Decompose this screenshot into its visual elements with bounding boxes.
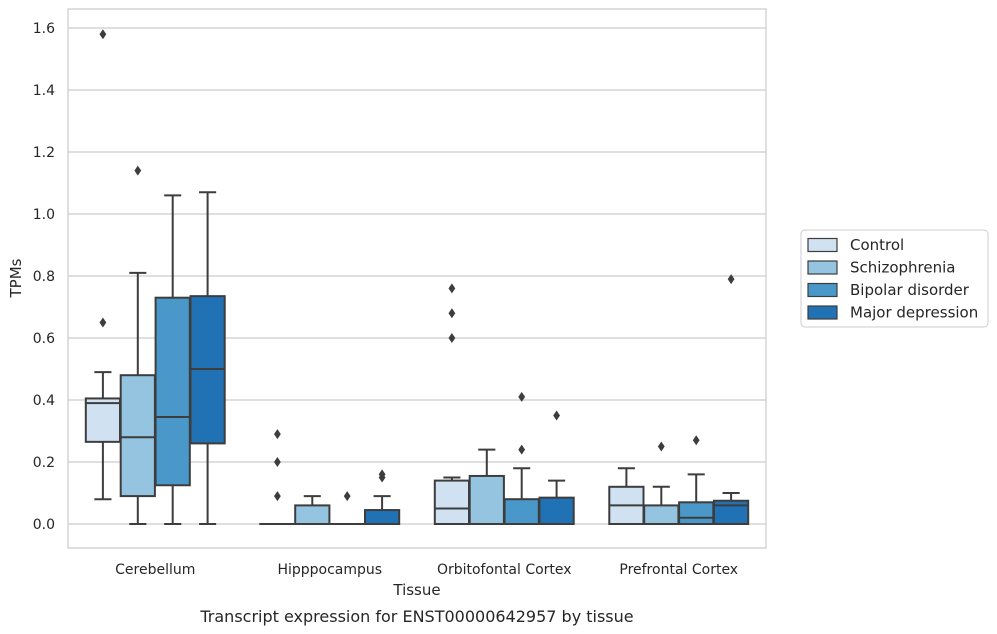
- legend-swatch: [807, 305, 838, 320]
- outlier-point: [448, 333, 456, 343]
- outlier-point: [727, 274, 735, 285]
- outlier-point: [518, 391, 526, 402]
- legend-swatch: [807, 282, 838, 298]
- x-axis-title: Tissue: [392, 581, 440, 599]
- box-body: [468, 474, 505, 526]
- outlier-point: [134, 165, 142, 176]
- box-body: [433, 479, 471, 526]
- y-tick-label: 0.2: [33, 455, 55, 471]
- x-tick-labels: Cerebellum Hipppocampus Orbitofontal Corte…: [115, 562, 738, 578]
- outlier-point: [274, 457, 281, 467]
- box-major-depression: [189, 191, 226, 525]
- box-major-depression: [363, 469, 401, 525]
- legend-frame: [800, 229, 989, 328]
- category-group: [259, 429, 401, 526]
- box-bipolar-disorder: [329, 491, 366, 526]
- category-group: [433, 283, 575, 526]
- y-tick-label: 0.8: [33, 269, 55, 285]
- box-body: [119, 374, 156, 498]
- outlier-point: [274, 491, 281, 502]
- box-body: [294, 504, 331, 525]
- y-tick-label: 1.6: [33, 21, 55, 37]
- legend-label: Major depression: [850, 304, 978, 322]
- outlier-point: [448, 283, 456, 294]
- box-body: [84, 397, 122, 443]
- outlier-point: [274, 429, 281, 440]
- box-major-depression: [712, 274, 750, 525]
- x-tick-label: Prefrontal Cortex: [619, 562, 738, 578]
- figure-caption: Transcript expression for ENST0000064295…: [199, 607, 633, 626]
- y-axis-title: TPMs: [7, 258, 25, 298]
- box-bipolar-disorder: [678, 435, 715, 525]
- y-tick-label: 0.6: [33, 331, 55, 347]
- legend-swatch: [807, 260, 838, 275]
- legend-swatch: [807, 237, 838, 253]
- box-control: [84, 29, 122, 501]
- y-tick-label: 0.4: [33, 393, 55, 409]
- outlier-point: [378, 469, 386, 480]
- box-bipolar-disorder: [154, 194, 191, 525]
- y-tick-label: 0.0: [33, 517, 55, 533]
- x-tick-label: Orbitofontal Cortex: [437, 562, 572, 578]
- outlier-point: [448, 308, 456, 319]
- box-body: [154, 296, 191, 487]
- box-schizophrenia: [294, 495, 331, 525]
- legend-label: Bipolar disorder: [850, 281, 970, 299]
- legend-label: Schizophrenia: [850, 259, 955, 277]
- box-body: [538, 496, 575, 525]
- box-bipolar-disorder: [503, 391, 540, 526]
- box-major-depression: [538, 410, 575, 525]
- outlier-point: [99, 29, 107, 40]
- box-schizophrenia: [119, 165, 156, 525]
- box-groups: [84, 29, 750, 526]
- outlier-point: [692, 435, 700, 446]
- box-body: [363, 509, 401, 525]
- outlier-point: [99, 317, 107, 328]
- category-group: [84, 29, 226, 525]
- legend: Control Schizophrenia Bipolar disorder Majo…: [800, 229, 989, 328]
- outlier-point: [518, 444, 526, 455]
- outlier-point: [657, 441, 665, 452]
- box-schizophrenia: [468, 448, 505, 526]
- category-group: [608, 274, 750, 525]
- y-tick-label: 1.2: [33, 145, 55, 161]
- x-tick-label: Hipppocampus: [277, 562, 382, 578]
- box-body: [643, 504, 680, 525]
- y-tick-label: 1.0: [33, 207, 55, 223]
- x-tick-label: Cerebellum: [115, 562, 195, 578]
- box-control: [608, 467, 645, 525]
- box-body: [503, 498, 540, 526]
- box-control: [433, 283, 471, 526]
- box-control: [259, 429, 296, 526]
- box-body: [712, 499, 750, 525]
- y-tick-label: 1.4: [33, 83, 55, 99]
- outlier-point: [343, 491, 351, 502]
- box-schizophrenia: [643, 441, 680, 525]
- legend-label: Control: [850, 236, 904, 254]
- y-tick-labels: 0.0 0.2 0.4 0.6 0.8 1.0 1.2 1.4 1.6: [33, 21, 55, 533]
- plot-frame: [67, 8, 767, 549]
- outlier-point: [553, 410, 560, 421]
- box-body: [678, 501, 715, 525]
